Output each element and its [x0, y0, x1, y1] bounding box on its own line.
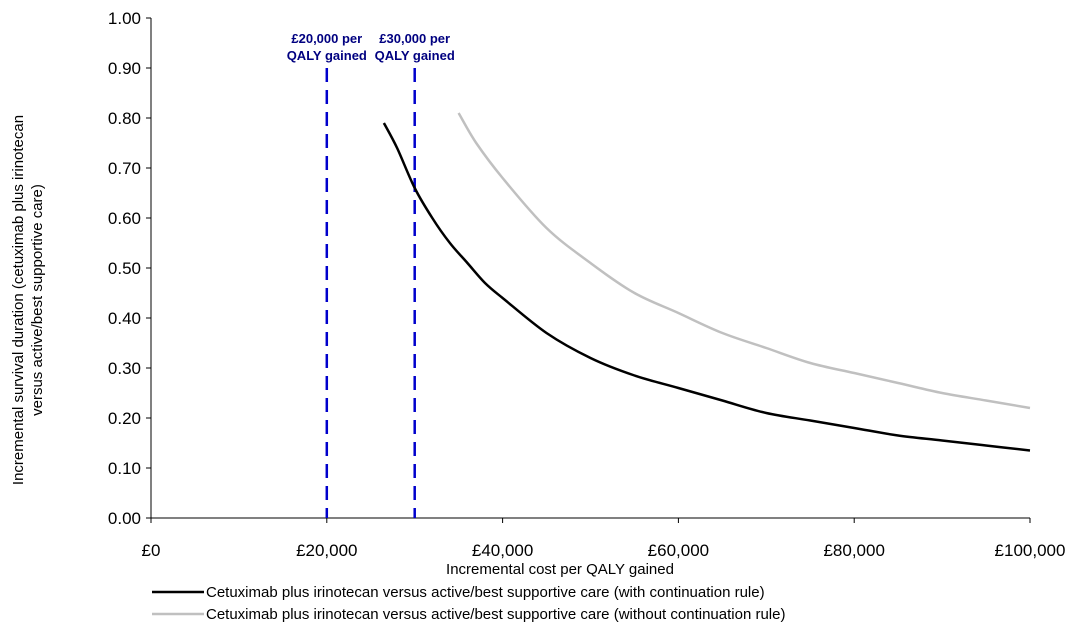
series-lines	[382, 112, 1031, 452]
x-axis-ticks: £0 £20,000 £40,000 £60,000 £80,000 £100,000	[142, 518, 1066, 560]
y-tick-label: 0.90	[108, 59, 141, 78]
threshold-label-line1: £20,000 per	[291, 31, 362, 46]
y-tick-label: 0.20	[108, 409, 141, 428]
x-tick-label: £100,000	[995, 541, 1066, 560]
x-axis-title: Incremental cost per QALY gained	[446, 561, 674, 578]
threshold-label-line1: £30,000 per	[379, 31, 450, 46]
y-tick-label: 1.00	[108, 9, 141, 28]
threshold-label-line2: QALY gained	[287, 48, 367, 63]
legend-label-with-rule: Cetuximab plus irinotecan versus active/…	[206, 584, 765, 601]
y-axis-ticks: 0.00 0.10 0.20 0.30 0.40 0.50 0.60 0.70 0.80 0.90…	[108, 9, 151, 528]
threshold-label-line2: QALY gained	[375, 48, 455, 63]
x-tick-label: £60,000	[648, 541, 709, 560]
y-tick-label: 0.70	[108, 159, 141, 178]
y-tick-label: 0.80	[108, 109, 141, 128]
legend-label-without-rule: Cetuximab plus irinotecan versus active/…	[206, 606, 785, 623]
y-tick-label: 0.50	[108, 259, 141, 278]
x-tick-label: £80,000	[823, 541, 884, 560]
y-axis-title-line1: Incremental survival duration (cetuximab…	[10, 115, 27, 485]
legend: Cetuximab plus irinotecan versus active/…	[152, 584, 785, 623]
y-tick-label: 0.40	[108, 309, 141, 328]
x-tick-label: £20,000	[296, 541, 357, 560]
series-line-without-continuation-rule	[457, 112, 1031, 410]
x-tick-label: £0	[142, 541, 161, 560]
threshold-lines: £20,000 per QALY gained £30,000 per QALY ga…	[287, 31, 455, 518]
series-line-with-continuation-rule	[382, 122, 1031, 452]
y-tick-label: 0.60	[108, 209, 141, 228]
y-axis-title-line2: versus active/best supportive care)	[29, 184, 46, 416]
y-tick-label: 0.00	[108, 509, 141, 528]
y-tick-label: 0.10	[108, 459, 141, 478]
y-tick-label: 0.30	[108, 359, 141, 378]
x-tick-label: £40,000	[472, 541, 533, 560]
